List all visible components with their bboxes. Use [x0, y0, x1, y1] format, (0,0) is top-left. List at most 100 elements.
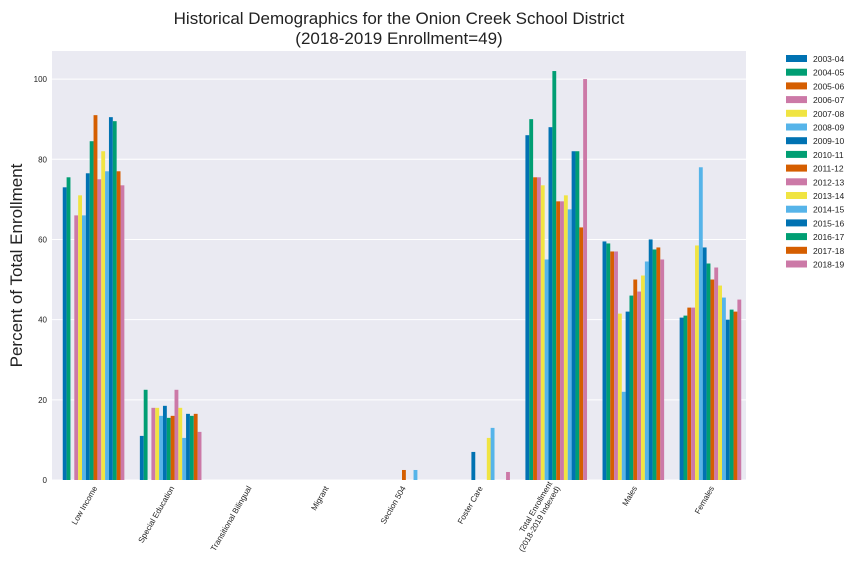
bar — [691, 307, 696, 480]
legend-label: 2004-05 — [813, 68, 844, 78]
legend-swatch — [786, 123, 807, 131]
bar — [85, 173, 90, 481]
legend-swatch — [786, 233, 807, 241]
chart-subtitle: (2018-2019 Enrollment=49) — [295, 29, 503, 48]
bar — [151, 407, 156, 480]
bar — [702, 247, 707, 480]
bar — [683, 315, 688, 480]
bar — [617, 313, 622, 480]
legend-swatch — [786, 205, 807, 213]
bar — [120, 185, 125, 480]
x-tick-label-line: Special Education — [137, 485, 177, 545]
bar — [108, 117, 113, 480]
bar — [633, 279, 638, 480]
x-tick-label-line: Transitional Bilingual — [209, 484, 254, 552]
bar — [614, 251, 618, 480]
bar — [402, 469, 406, 480]
legend-label: 2017-18 — [813, 246, 844, 256]
bar — [718, 285, 722, 480]
bar — [78, 195, 83, 481]
bar — [536, 177, 541, 481]
x-tick-label-line: Males — [621, 485, 639, 508]
legend-label: 2011-12 — [813, 164, 844, 174]
bar — [714, 267, 719, 480]
bar — [74, 215, 79, 480]
bar — [174, 389, 179, 480]
legend-label: 2013-14 — [813, 191, 844, 201]
legend-label: 2008-09 — [813, 123, 844, 133]
x-tick-label-line: Females — [693, 485, 716, 516]
legend-label: 2014-15 — [813, 205, 844, 215]
bar — [729, 309, 734, 480]
legend-label: 2015-16 — [813, 218, 844, 228]
x-tick-label: Total Enrollment(2018-2019 Indexed) — [509, 479, 562, 553]
x-tick-label-line: Migrant — [309, 484, 331, 512]
bar — [544, 259, 549, 480]
bar — [625, 311, 630, 480]
bar — [560, 201, 564, 480]
bar — [679, 317, 684, 480]
legend-label: 2010-11 — [813, 150, 844, 160]
legend-swatch — [786, 260, 807, 268]
legend-swatch — [786, 68, 807, 76]
bar — [533, 177, 537, 481]
bar — [575, 151, 580, 480]
bar — [101, 151, 106, 480]
legend-label: 2006-07 — [813, 95, 844, 105]
bar — [710, 279, 715, 480]
legend-label: 2016-17 — [813, 232, 844, 242]
y-tick-label: 80 — [38, 155, 47, 164]
legend-label: 2005-06 — [813, 81, 844, 91]
legend-label: 2003-04 — [813, 54, 844, 64]
bar — [162, 405, 167, 480]
bar — [660, 259, 665, 480]
bar — [182, 437, 187, 480]
x-tick-label: Transitional Bilingual — [209, 484, 254, 552]
bar — [178, 407, 183, 480]
bar — [733, 311, 738, 480]
y-tick-label: 100 — [34, 75, 48, 84]
y-tick-label: 20 — [38, 396, 47, 405]
legend-label: 2018-19 — [813, 260, 844, 270]
bar — [548, 127, 553, 481]
bar — [641, 275, 645, 480]
x-tick-label: Special Education — [137, 485, 177, 545]
bar — [486, 437, 491, 480]
legend-swatch — [786, 192, 807, 199]
bar — [737, 299, 742, 480]
x-tick-label: Males — [621, 485, 639, 508]
x-tick-label: Section 504 — [379, 484, 408, 526]
bar — [563, 195, 568, 481]
bar — [197, 431, 202, 480]
bar — [97, 179, 102, 480]
legend-swatch — [786, 137, 807, 145]
bar — [66, 177, 71, 481]
bar — [644, 261, 649, 480]
bar — [525, 135, 530, 480]
bar — [93, 115, 98, 480]
x-tick-label: Migrant — [309, 484, 331, 512]
bar — [166, 417, 171, 480]
bar — [552, 71, 557, 481]
legend-swatch — [786, 55, 807, 62]
x-tick-label: Females — [693, 485, 716, 516]
legend-swatch — [786, 96, 807, 104]
legend-swatch — [786, 150, 807, 158]
legend-label: 2012-13 — [813, 177, 844, 187]
legend-swatch — [786, 246, 807, 254]
bar — [82, 215, 86, 480]
bar — [139, 435, 144, 480]
bar — [695, 245, 699, 480]
bar — [706, 263, 711, 480]
bar — [571, 151, 576, 480]
x-tick-label-line: Foster Care — [456, 484, 485, 526]
y-axis-label: Percent of Total Enrollment — [7, 163, 26, 367]
chart-title: Historical Demographics for the Onion Cr… — [173, 9, 625, 28]
bar — [725, 319, 730, 480]
bar — [490, 427, 495, 480]
bar — [413, 469, 418, 480]
x-tick-label-line: Section 504 — [379, 484, 408, 526]
bar — [159, 415, 163, 480]
bar — [143, 389, 148, 480]
